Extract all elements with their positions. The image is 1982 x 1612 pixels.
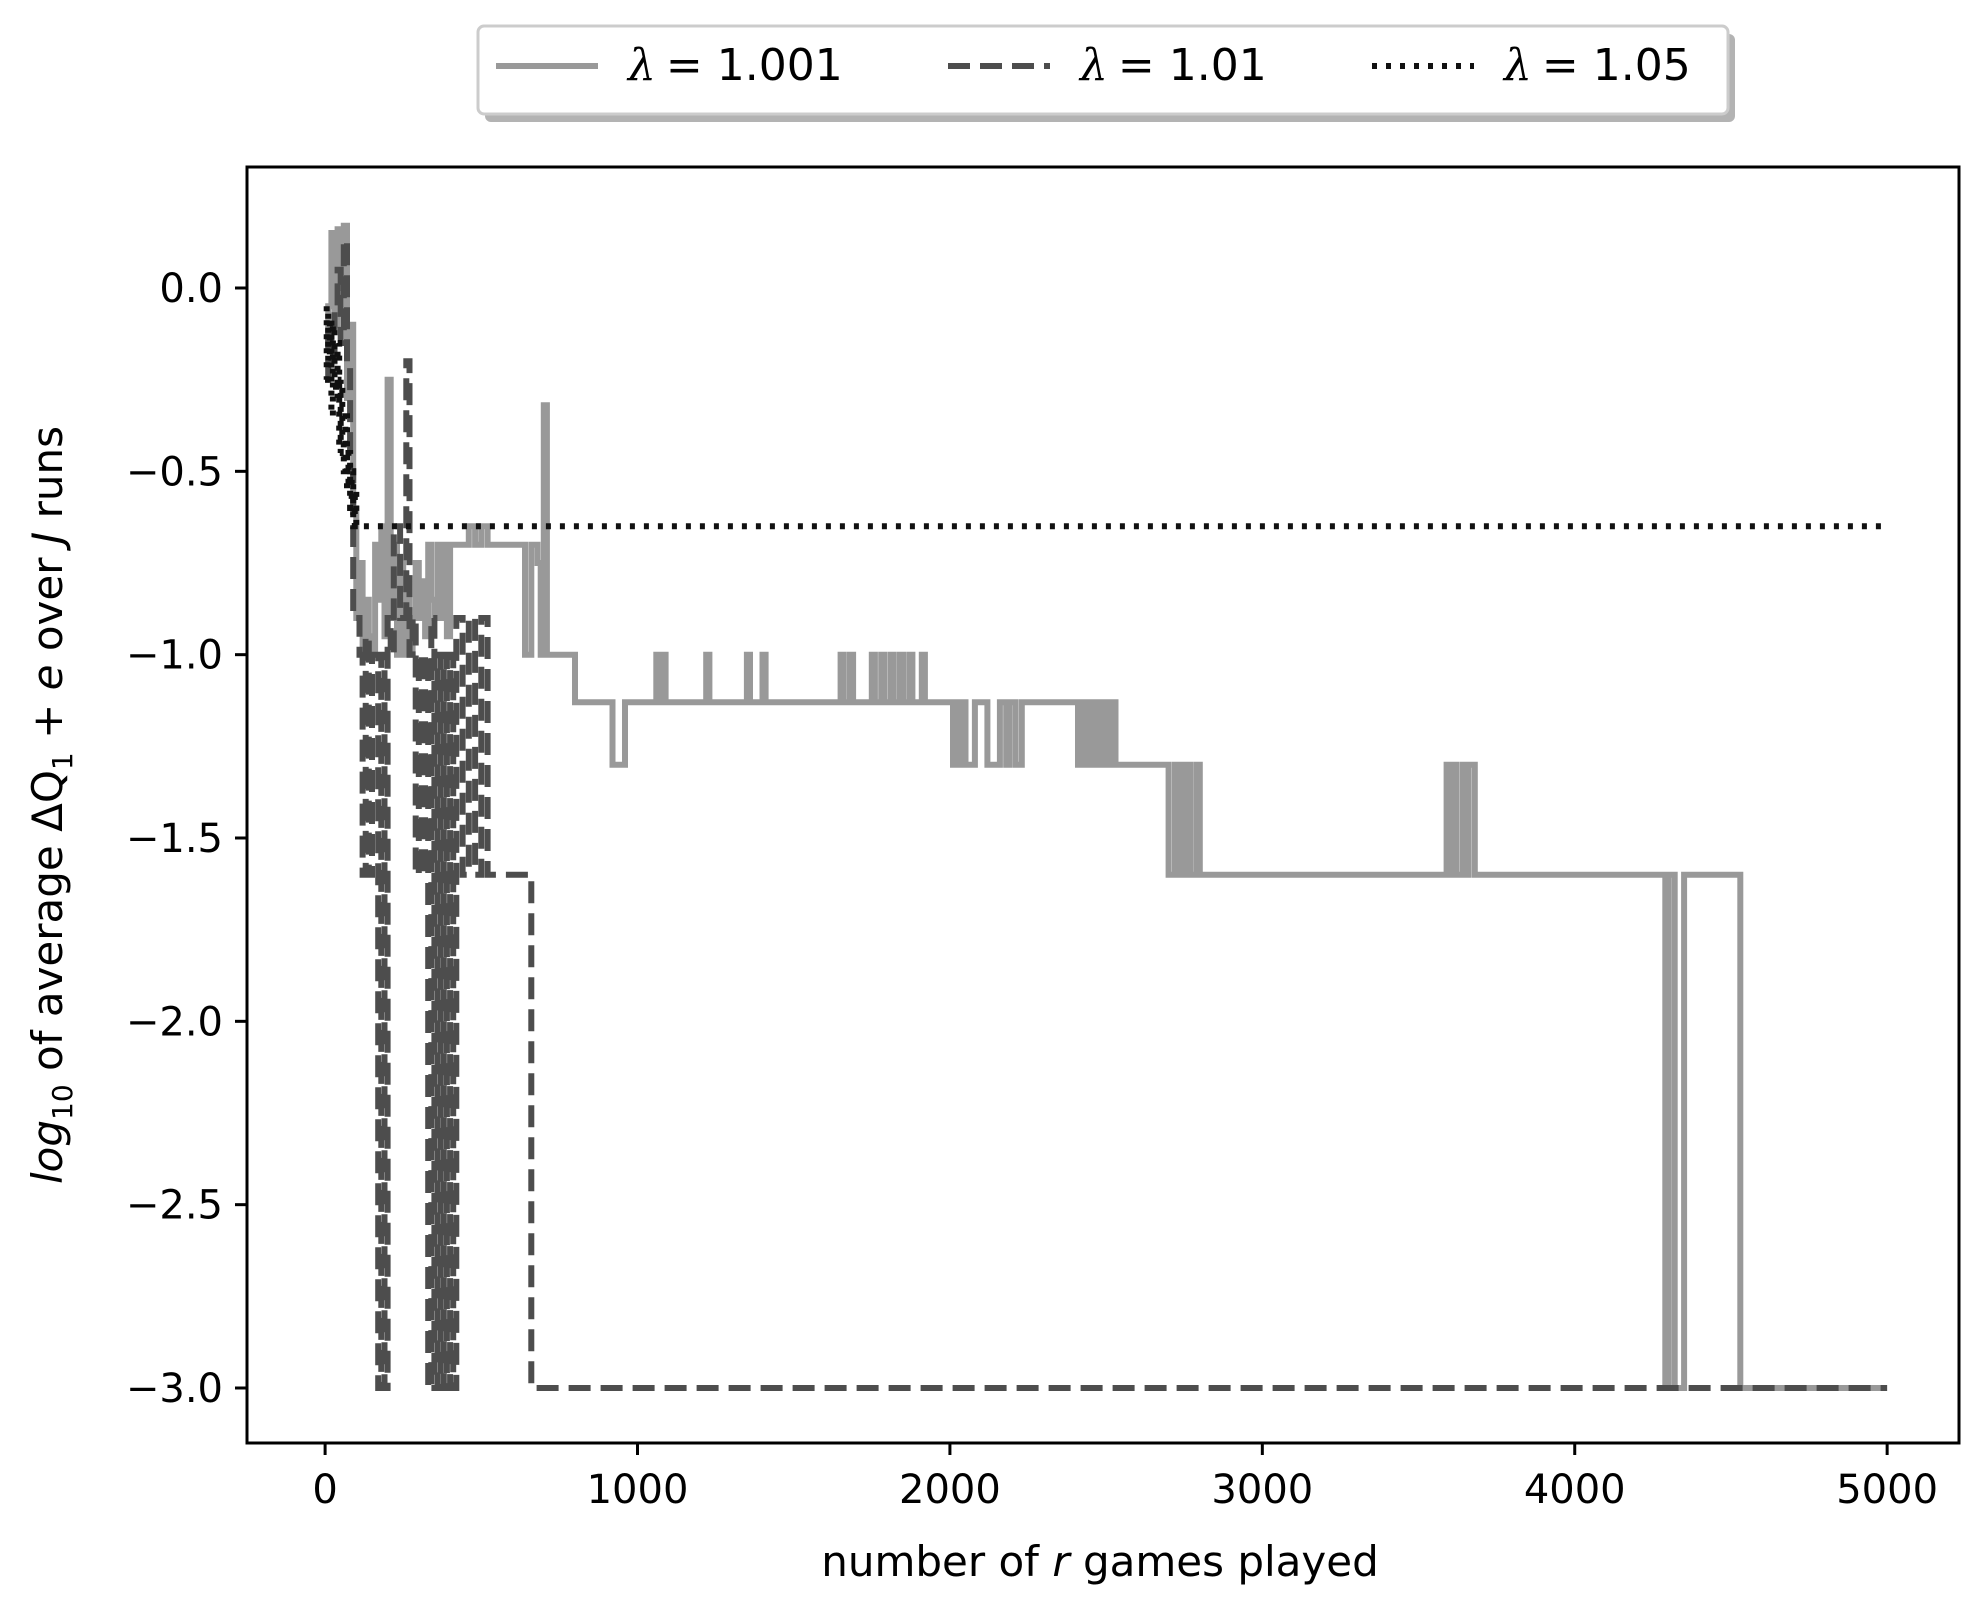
y-tick-label: 0.0 <box>159 266 223 312</box>
x-tick-label: 4000 <box>1524 1467 1626 1513</box>
legend-value-1001: = 1.001 <box>666 40 843 91</box>
y-label-over: over <box>23 544 72 664</box>
y-label-sub10: 10 <box>46 1084 79 1120</box>
y-tick-label: −3.0 <box>126 1366 223 1412</box>
y-label-mid: of average <box>23 832 72 1084</box>
x-tick-label: 1000 <box>587 1467 689 1513</box>
legend-label-101: λ = 1.01 <box>1078 40 1267 91</box>
legend: λ = 1.001 λ = 1.01 λ = 1.05 <box>476 24 1735 122</box>
legend-lambda-1001: λ <box>626 40 656 91</box>
x-tick-label: 3000 <box>1211 1467 1313 1513</box>
legend-lambda-101: λ <box>1078 40 1108 91</box>
legend-lambda-105: λ <box>1502 40 1532 91</box>
plot-frame <box>245 165 1961 1445</box>
series-layer <box>323 222 1888 1391</box>
y-axis: 0.0 −0.5 −1.0 −1.5 −2.0 −2.5 −3.0 <box>126 266 247 1412</box>
y-tick-label: −1.0 <box>126 633 223 679</box>
series-line-2 <box>323 303 1888 530</box>
legend-value-101: = 1.01 <box>1118 40 1267 91</box>
series-line-1 <box>325 237 1888 1391</box>
x-axis-label: number of r games played <box>821 1537 1379 1586</box>
y-tick-label: −0.5 <box>126 449 223 495</box>
legend-value-105: = 1.05 <box>1542 40 1691 91</box>
legend-label-1001: λ = 1.001 <box>626 40 843 91</box>
y-label-log: log <box>23 1120 72 1184</box>
y-label-sub1: 1 <box>46 752 79 770</box>
x-axis-label-part1: number of <box>821 1537 1052 1586</box>
x-axis-label-var: r <box>1052 1537 1072 1586</box>
legend-label-105: λ = 1.05 <box>1502 40 1691 91</box>
x-tick-label: 5000 <box>1836 1467 1938 1513</box>
series-line-0 <box>325 222 1888 1391</box>
y-axis-label: log10 of average ΔQ1 + e over J runs <box>23 426 79 1184</box>
y-label-delta: ΔQ <box>23 770 72 832</box>
x-axis-label-part3: games played <box>1070 1537 1379 1586</box>
y-tick-label: −2.0 <box>126 999 223 1045</box>
y-tick-label: −1.5 <box>126 816 223 862</box>
x-tick-label: 2000 <box>899 1467 1001 1513</box>
legend-box <box>476 24 1730 116</box>
x-tick-label: 0 <box>312 1467 337 1513</box>
x-axis: 0 1000 2000 3000 4000 5000 <box>312 1443 1938 1513</box>
y-tick-label: −2.5 <box>126 1183 223 1229</box>
y-label-runs: runs <box>23 426 72 532</box>
y-label-plus: + <box>23 690 72 752</box>
y-label-e: e <box>23 664 72 690</box>
